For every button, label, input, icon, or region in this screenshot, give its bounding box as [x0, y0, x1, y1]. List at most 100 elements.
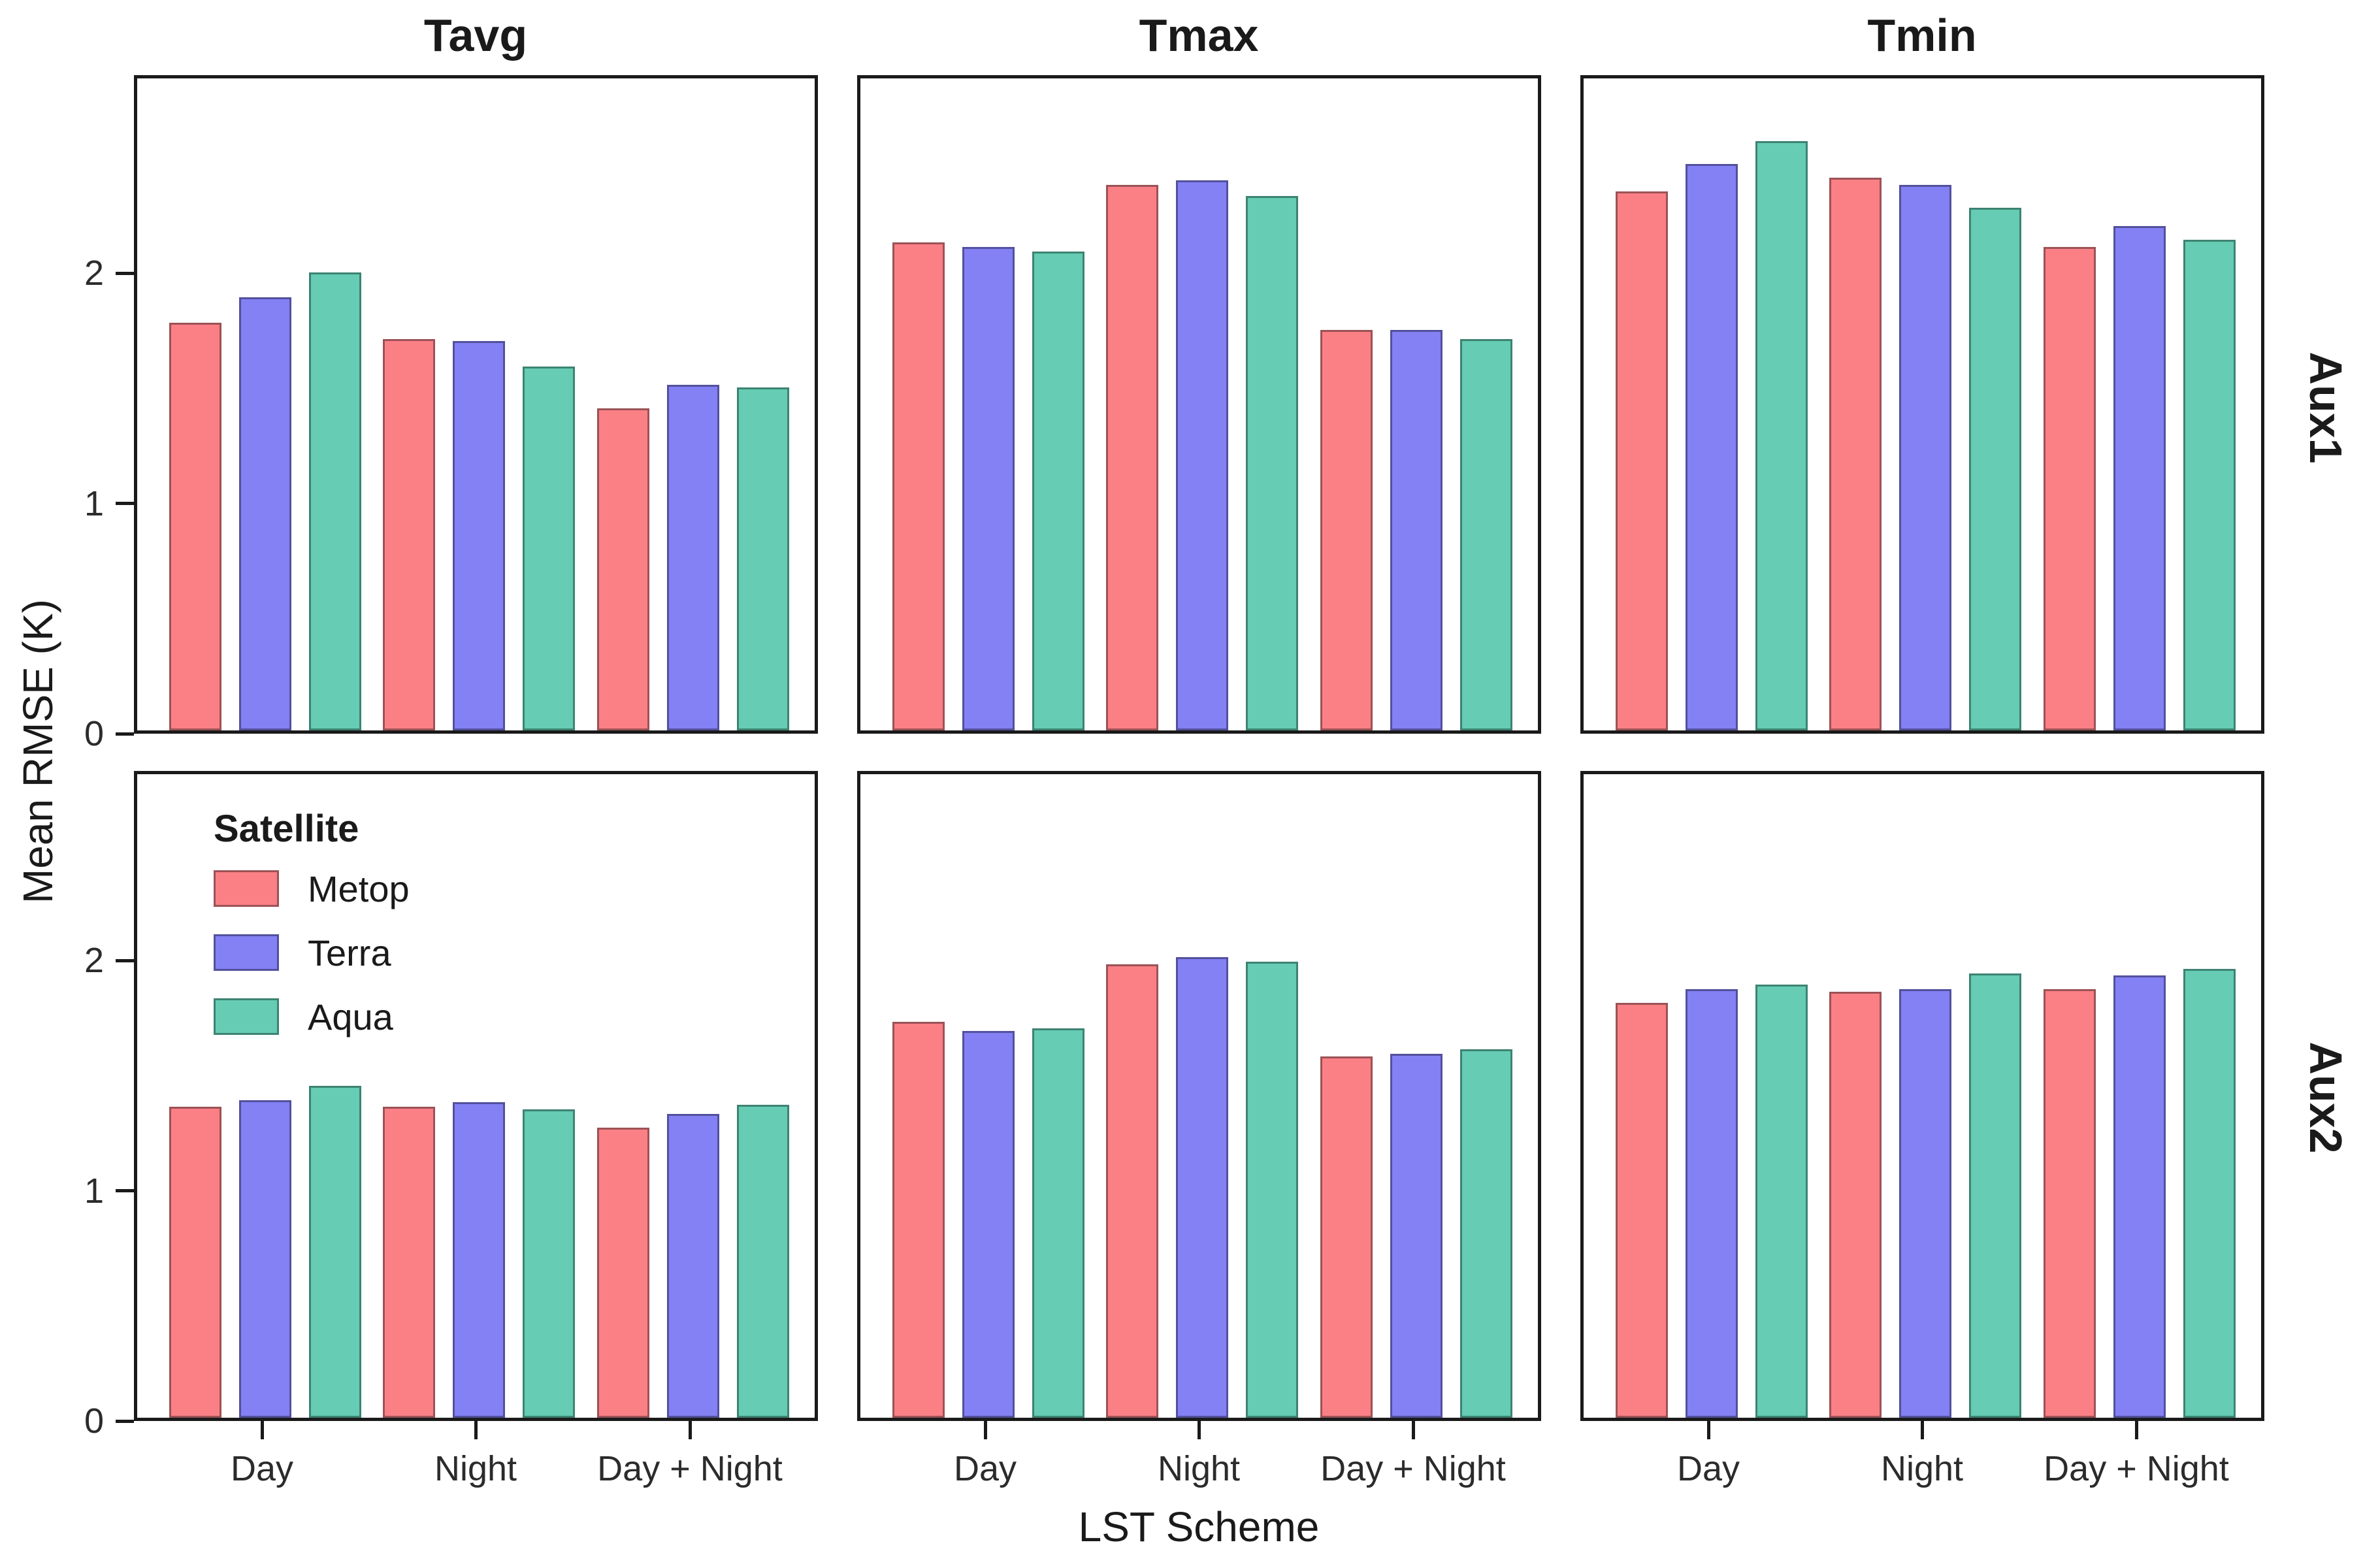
- panel-aux1-tmin: [1580, 75, 2264, 734]
- x-axis-tick: [474, 1421, 478, 1439]
- bar-aux2-tavg-1-terra: [453, 1102, 505, 1418]
- x-axis-title: LST Scheme: [1078, 1503, 1320, 1550]
- x-axis-tick-label: Day: [230, 1449, 294, 1488]
- y-axis-tick: [116, 502, 134, 505]
- bar-aux2-tmin-0-metop: [1616, 1003, 1668, 1418]
- x-axis-tick: [1198, 1421, 1201, 1439]
- y-axis-tick-label: 1: [84, 484, 104, 523]
- y-axis-tick: [116, 272, 134, 275]
- bar-aux2-tavg-1-aqua: [523, 1109, 575, 1418]
- bar-aux1-tmax-1-aqua: [1246, 196, 1298, 730]
- y-axis-tick-label: 2: [84, 941, 104, 980]
- bar-aux2-tavg-0-aqua: [309, 1086, 361, 1418]
- x-axis-tick-label: Day: [953, 1449, 1017, 1488]
- facet-column-title-tavg: Tavg: [423, 10, 528, 61]
- bar-aux1-tmin-0-aqua: [1755, 141, 1808, 730]
- bar-aux2-tmax-2-metop: [1320, 1056, 1373, 1418]
- legend-label-terra: Terra: [308, 932, 391, 973]
- facet-column-title-tmin: Tmin: [1867, 10, 1977, 61]
- bar-aux1-tmax-2-metop: [1320, 330, 1373, 730]
- facet-row-label-aux1: Aux1: [2300, 351, 2351, 464]
- bar-aux2-tmax-0-aqua: [1032, 1028, 1084, 1418]
- legend: Satellite Metop Terra Aqua: [214, 807, 410, 1062]
- x-axis-tick: [2135, 1421, 2138, 1439]
- legend-swatch-metop-icon: [214, 870, 279, 907]
- y-axis-tick: [116, 1420, 134, 1423]
- y-axis-tick-label: 0: [84, 714, 104, 753]
- bar-aux2-tmax-2-terra: [1390, 1054, 1442, 1418]
- bar-aux2-tmin-2-aqua: [2183, 969, 2236, 1418]
- x-axis-tick: [1412, 1421, 1415, 1439]
- bar-aux1-tavg-2-metop: [597, 408, 649, 730]
- x-axis-tick: [984, 1421, 987, 1439]
- bar-aux1-tavg-2-aqua: [737, 387, 789, 730]
- bar-aux1-tmax-1-metop: [1106, 185, 1158, 730]
- panel-aux2-tmax: [857, 771, 1541, 1421]
- bar-aux1-tmax-0-terra: [962, 247, 1015, 730]
- bar-aux2-tmin-2-metop: [2044, 989, 2096, 1418]
- legend-label-aqua: Aqua: [308, 996, 393, 1037]
- bar-aux1-tmax-0-metop: [892, 242, 945, 730]
- x-axis-tick: [1921, 1421, 1924, 1439]
- legend-item-metop: Metop: [214, 868, 410, 909]
- bar-aux2-tmin-1-aqua: [1969, 973, 2021, 1418]
- x-axis-tick-label: Night: [1880, 1449, 1964, 1488]
- y-axis-tick-label: 0: [84, 1401, 104, 1441]
- bar-aux2-tmax-2-aqua: [1460, 1049, 1512, 1418]
- panel-aux1-tmax: [857, 75, 1541, 734]
- legend-label-metop: Metop: [308, 868, 410, 909]
- panel-aux1-tavg: [134, 75, 818, 734]
- x-axis-tick-label: Day + Night: [597, 1449, 783, 1488]
- bar-aux1-tavg-2-terra: [667, 385, 719, 730]
- panel-aux2-tavg: [134, 771, 818, 1421]
- bar-aux1-tmax-1-terra: [1176, 180, 1228, 730]
- bar-aux2-tavg-1-metop: [383, 1107, 435, 1418]
- bar-aux1-tavg-1-terra: [453, 341, 505, 730]
- y-axis-tick: [116, 1189, 134, 1192]
- bar-aux2-tmin-0-aqua: [1755, 985, 1808, 1418]
- y-axis-tick-label: 2: [84, 253, 104, 293]
- bar-aux2-tmax-1-aqua: [1246, 962, 1298, 1418]
- facet-row-label-aux2: Aux2: [2300, 1041, 2351, 1154]
- bar-aux1-tavg-0-terra: [239, 297, 291, 730]
- y-axis-tick: [116, 959, 134, 962]
- legend-swatch-aqua-icon: [214, 998, 279, 1035]
- y-axis-title: Mean RMSE (K): [14, 599, 61, 904]
- bar-aux2-tmin-1-terra: [1899, 989, 1951, 1418]
- bar-aux2-tavg-2-metop: [597, 1128, 649, 1418]
- bar-aux1-tmin-0-terra: [1686, 164, 1738, 730]
- bar-aux1-tmin-1-metop: [1829, 178, 1882, 730]
- legend-title: Satellite: [214, 808, 359, 850]
- panel-aux2-tmin: [1580, 771, 2264, 1421]
- legend-swatch-terra-icon: [214, 934, 279, 971]
- x-axis-tick-label: Day + Night: [1320, 1449, 1506, 1488]
- y-axis-tick: [116, 732, 134, 736]
- bar-aux1-tmin-0-metop: [1616, 191, 1668, 730]
- bar-aux2-tavg-0-metop: [169, 1107, 221, 1418]
- bar-aux2-tavg-2-terra: [667, 1114, 719, 1418]
- bar-aux1-tmax-2-aqua: [1460, 339, 1512, 730]
- legend-item-terra: Terra: [214, 932, 410, 973]
- bar-aux1-tmin-2-terra: [2113, 226, 2166, 730]
- legend-item-aqua: Aqua: [214, 996, 410, 1037]
- bar-aux2-tmax-1-terra: [1176, 957, 1228, 1418]
- x-axis-tick: [1707, 1421, 1710, 1439]
- bar-aux2-tavg-2-aqua: [737, 1105, 789, 1418]
- bar-aux2-tmin-2-terra: [2113, 975, 2166, 1418]
- bar-aux1-tavg-1-aqua: [523, 367, 575, 730]
- bar-aux2-tmin-1-metop: [1829, 992, 1882, 1418]
- x-axis-tick: [261, 1421, 264, 1439]
- y-axis-tick-label: 1: [84, 1171, 104, 1211]
- bar-aux2-tmax-0-terra: [962, 1031, 1015, 1418]
- x-axis-tick-label: Day + Night: [2044, 1449, 2229, 1488]
- bar-aux2-tmin-0-terra: [1686, 989, 1738, 1418]
- bar-aux2-tmax-0-metop: [892, 1022, 945, 1418]
- bar-aux1-tavg-0-metop: [169, 323, 221, 730]
- bar-aux1-tmin-2-metop: [2044, 247, 2096, 730]
- bar-aux1-tmin-1-terra: [1899, 185, 1951, 730]
- bar-aux1-tmax-0-aqua: [1032, 252, 1084, 730]
- bar-aux2-tavg-0-terra: [239, 1100, 291, 1418]
- bar-aux1-tmin-2-aqua: [2183, 240, 2236, 730]
- bar-aux1-tavg-0-aqua: [309, 272, 361, 730]
